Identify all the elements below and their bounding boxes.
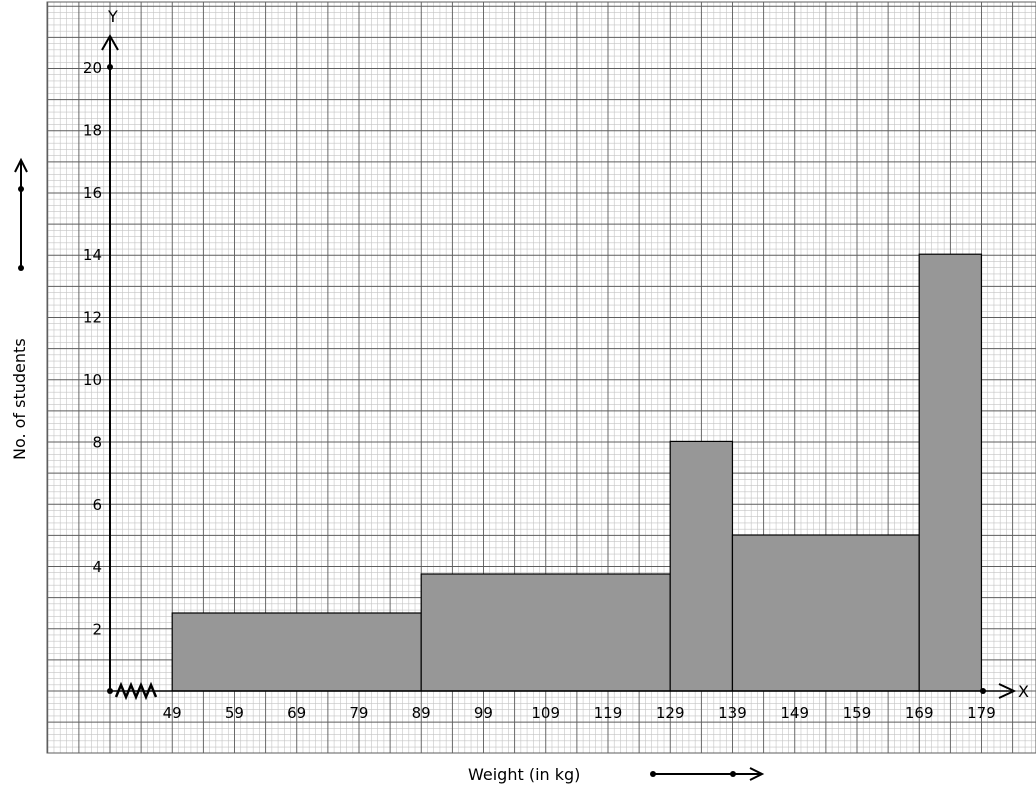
y-tick-label: 8 [92,433,102,451]
histogram-bars [171,253,983,692]
x-tick-label: 179 [967,704,996,722]
x-tick-label: 109 [531,704,560,722]
y-tick-label: 20 [83,59,102,77]
x-tick-label: 149 [780,704,809,722]
x-tick-label: 49 [163,704,182,722]
x-axis-end-point [980,688,986,694]
histogram-bar-129-139 [669,440,734,692]
y-tick-label: 2 [92,621,102,639]
histogram-bar-49-89 [171,612,422,692]
y-tick-label: 12 [83,309,102,327]
histogram-bar-169-179 [918,253,983,692]
x-direction-arrow-icon [650,767,765,781]
x-tick-label: 119 [594,704,623,722]
x-tick-labels: 49 59 69 79 89 99 109 119 129 139 149 159 169 179 [163,704,996,722]
x-tick-label: 69 [287,704,306,722]
x-tick-label: 99 [474,704,493,722]
axes [101,33,1017,701]
grid-border [46,1,1036,754]
y-tick-label: 4 [92,558,102,576]
y-tick-label: 14 [83,246,102,264]
histogram-bar-139-169 [731,534,920,692]
x-axis-title: Weight (in kg) [468,765,580,784]
x-tick-label: 59 [225,704,244,722]
y-tick-label: 18 [83,121,102,139]
y-axis-max-point [107,64,113,70]
y-axis-letter: Y [107,7,118,26]
x-tick-label: 159 [843,704,872,722]
x-tick-label: 79 [349,704,368,722]
x-tick-label: 139 [718,704,747,722]
x-axis-letter: X [1018,682,1029,701]
axis-break-zigzag-icon [114,681,158,701]
y-tick-labels: 2 4 6 8 10 12 14 16 18 20 [83,59,113,639]
origin-point [107,688,113,694]
y-direction-arrow-icon [14,157,28,271]
x-tick-label: 129 [656,704,685,722]
x-axis-arrow-icon [998,683,1017,699]
y-tick-label: 10 [83,371,102,389]
x-tick-label: 89 [412,704,431,722]
histogram-bar-89-129 [420,573,671,692]
y-axis-arrow-icon [101,33,119,51]
y-tick-label: 6 [92,496,102,514]
y-tick-label: 16 [83,184,102,202]
x-tick-label: 169 [905,704,934,722]
y-axis-title: No. of students [10,338,29,460]
